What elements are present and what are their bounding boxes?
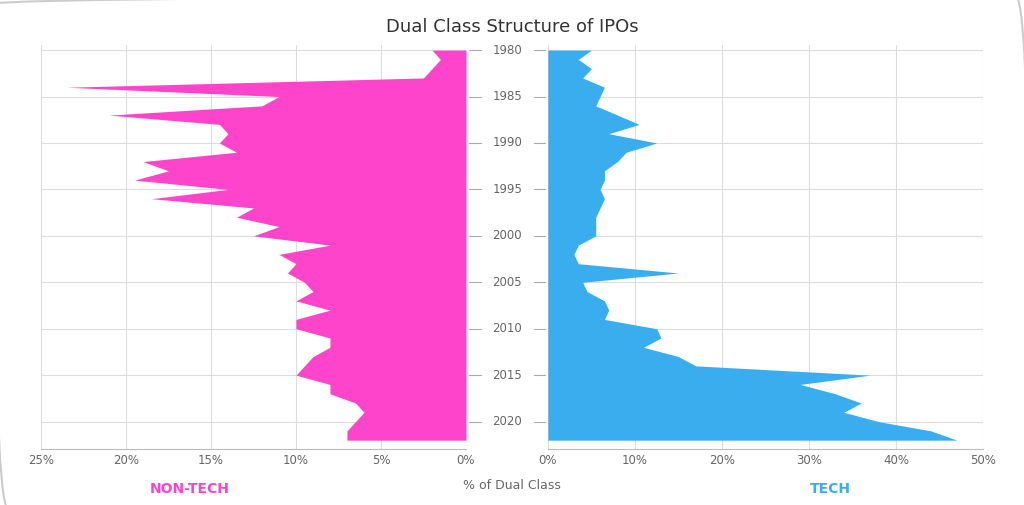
Text: 2005: 2005 xyxy=(493,276,522,289)
Text: 2010: 2010 xyxy=(493,322,522,335)
Text: 1985: 1985 xyxy=(493,90,522,103)
Text: 2015: 2015 xyxy=(493,369,522,382)
Text: 1990: 1990 xyxy=(493,136,522,149)
Text: 2020: 2020 xyxy=(493,415,522,428)
Text: 1980: 1980 xyxy=(493,43,522,57)
Text: Dual Class Structure of IPOs: Dual Class Structure of IPOs xyxy=(386,18,638,36)
Text: 2000: 2000 xyxy=(493,229,522,242)
Text: % of Dual Class: % of Dual Class xyxy=(463,479,561,492)
Text: 1995: 1995 xyxy=(493,183,522,196)
Text: NON-TECH: NON-TECH xyxy=(150,482,229,496)
Text: TECH: TECH xyxy=(810,482,851,496)
